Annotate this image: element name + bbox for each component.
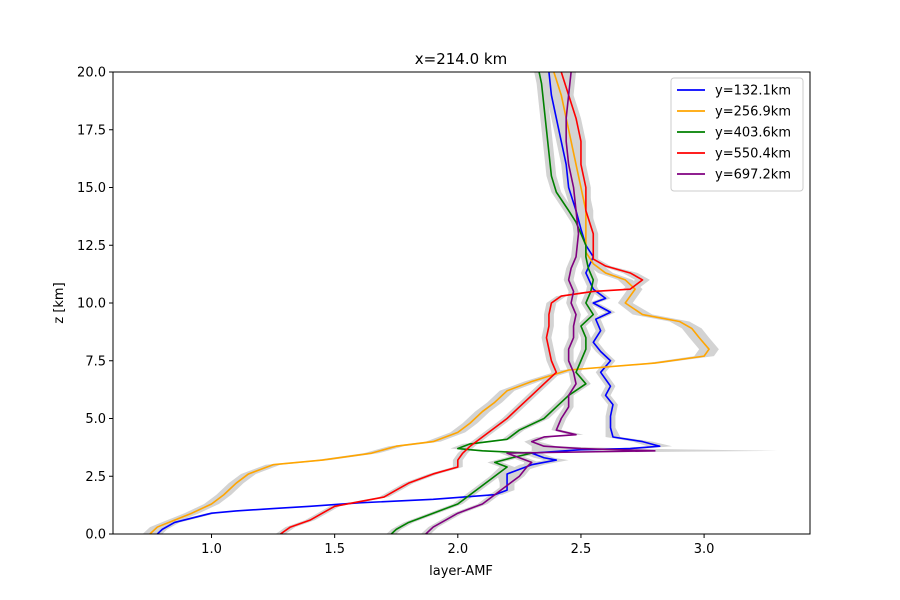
y-tick-label: 20.0	[77, 66, 106, 81]
legend-label: y=550.4km	[715, 147, 791, 162]
y-tick-label: 0.0	[85, 528, 106, 543]
legend-label: y=256.9km	[715, 105, 791, 120]
x-tick-label: 2.5	[571, 542, 592, 557]
x-tick-label: 3.0	[694, 542, 715, 557]
legend-label: y=403.6km	[715, 126, 791, 141]
series-lines	[149, 71, 710, 535]
series-line-3	[280, 71, 644, 535]
x-axis-label: layer-AMF	[429, 564, 493, 579]
y-tick-label: 15.0	[77, 181, 106, 196]
uncertainty-band-2	[386, 72, 599, 534]
y-tick-label: 2.5	[85, 470, 106, 485]
y-tick-label: 12.5	[77, 239, 106, 254]
y-tick-label: 10.0	[77, 297, 106, 312]
legend: y=132.1km y=256.9km y=403.6km y=550.4km y=69…	[670, 77, 804, 192]
x-tick-label: 1.0	[201, 542, 222, 557]
chart-title: x=214.0 km	[415, 50, 507, 68]
legend-label: y=697.2km	[715, 168, 791, 183]
x-axis-ticks: 1.0 1.5 2.0 2.5 3.0	[201, 534, 714, 557]
series-line-1	[149, 71, 710, 535]
y-tick-label: 5.0	[85, 412, 106, 427]
legend-box	[670, 77, 804, 192]
legend-label: y=132.1km	[715, 84, 791, 99]
series-line-2	[390, 71, 595, 535]
series-line-4	[425, 71, 656, 535]
y-tick-label: 7.5	[85, 354, 106, 369]
x-tick-label: 2.0	[447, 542, 468, 557]
uncertainty-bands	[142, 72, 778, 534]
y-axis-ticks: 0.0 2.5 5.0 7.5 10.0 12.5 15.0 17.5 20.0	[77, 66, 113, 543]
x-tick-label: 1.5	[324, 542, 345, 557]
y-tick-label: 17.5	[77, 123, 106, 138]
y-axis-label: z [km]	[52, 282, 67, 323]
